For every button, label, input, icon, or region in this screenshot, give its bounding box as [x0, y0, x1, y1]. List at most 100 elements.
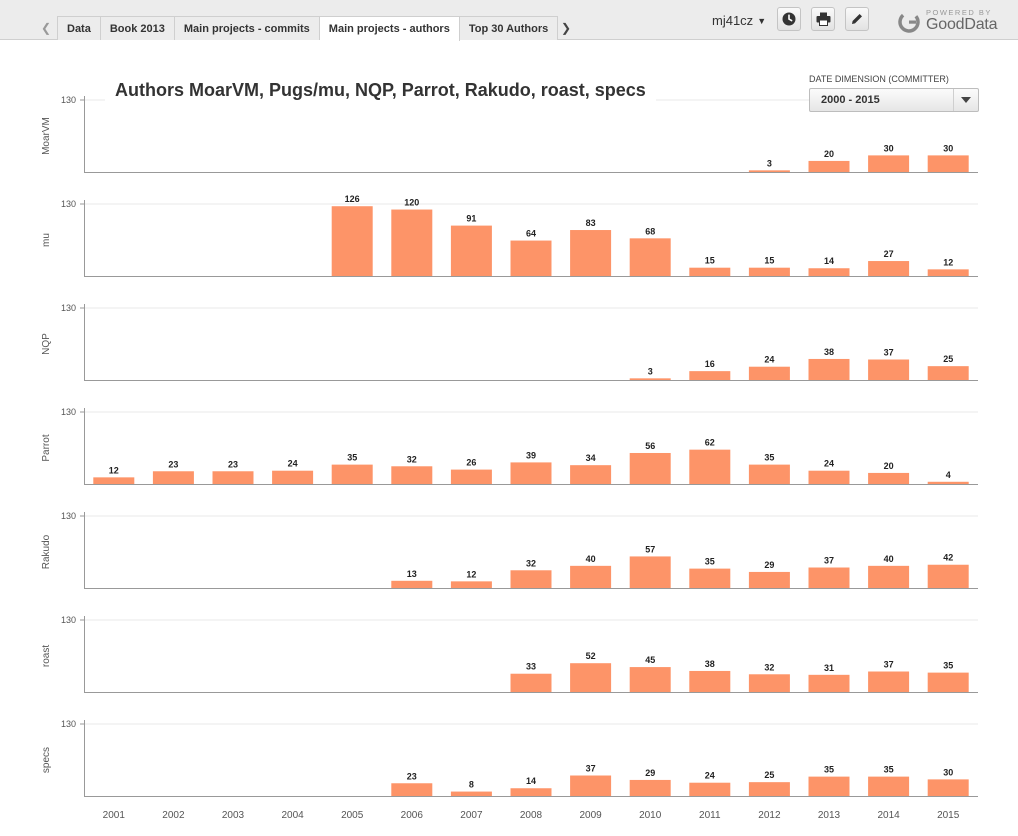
bar-moarvm[interactable]: [927, 155, 969, 172]
tab-main-projects-authors[interactable]: Main projects - authors: [319, 16, 460, 41]
bar-roast[interactable]: [629, 667, 671, 692]
user-menu[interactable]: mj41cz ▼: [712, 10, 766, 32]
data-label: 30: [943, 767, 953, 777]
data-label: 14: [824, 256, 834, 266]
bar-rakudo[interactable]: [391, 580, 433, 588]
data-label: 37: [884, 348, 894, 358]
bar-specs[interactable]: [748, 782, 790, 796]
x-tick-label: 2006: [401, 810, 424, 821]
data-label: 29: [764, 560, 774, 570]
data-label: 40: [884, 554, 894, 564]
bar-parrot[interactable]: [212, 471, 254, 484]
bar-parrot[interactable]: [331, 464, 373, 484]
edit-button[interactable]: [845, 7, 869, 31]
bar-rakudo[interactable]: [927, 564, 969, 588]
bar-parrot[interactable]: [570, 465, 612, 484]
bar-roast[interactable]: [808, 674, 850, 692]
bar-moarvm[interactable]: [748, 170, 790, 172]
bar-parrot[interactable]: [510, 462, 552, 484]
bar-parrot[interactable]: [93, 477, 135, 484]
bar-rakudo[interactable]: [450, 581, 492, 588]
bar-roast[interactable]: [510, 673, 552, 692]
y-tick-label: 130: [61, 719, 76, 729]
data-label: 39: [526, 450, 536, 460]
data-label: 35: [943, 661, 953, 671]
tabs-scroll-left-icon[interactable]: ❮: [40, 21, 52, 35]
data-label: 32: [526, 558, 536, 568]
bar-rakudo[interactable]: [808, 567, 850, 588]
x-tick-label: 2012: [758, 810, 781, 821]
bar-mu[interactable]: [927, 269, 969, 276]
bar-roast[interactable]: [868, 671, 910, 692]
bar-moarvm[interactable]: [808, 160, 850, 172]
date-filter-dropdown[interactable]: 2000 - 2015: [809, 88, 979, 112]
bar-mu[interactable]: [689, 267, 731, 276]
bar-nqp[interactable]: [808, 358, 850, 380]
bar-roast[interactable]: [570, 663, 612, 692]
tab-book-2013[interactable]: Book 2013: [100, 16, 175, 40]
bar-nqp[interactable]: [629, 378, 671, 380]
bar-parrot[interactable]: [689, 449, 731, 484]
data-label: 27: [884, 249, 894, 259]
bar-roast[interactable]: [748, 674, 790, 692]
data-label: 29: [645, 768, 655, 778]
bar-parrot[interactable]: [868, 472, 910, 484]
bar-rakudo[interactable]: [629, 556, 671, 588]
bar-specs[interactable]: [450, 791, 492, 796]
bar-parrot[interactable]: [748, 464, 790, 484]
bar-nqp[interactable]: [748, 366, 790, 380]
tab-main-projects-commits[interactable]: Main projects - commits: [174, 16, 320, 40]
bar-nqp[interactable]: [868, 359, 910, 380]
bar-rakudo[interactable]: [748, 571, 790, 588]
bar-parrot[interactable]: [629, 452, 671, 484]
bar-parrot[interactable]: [450, 469, 492, 484]
bar-specs[interactable]: [808, 776, 850, 796]
bar-roast[interactable]: [927, 672, 969, 692]
bar-rakudo[interactable]: [510, 570, 552, 588]
bar-mu[interactable]: [331, 206, 373, 276]
x-tick-label: 2005: [341, 810, 364, 821]
bar-mu[interactable]: [808, 268, 850, 276]
bar-nqp[interactable]: [689, 371, 731, 380]
tab-data[interactable]: Data: [57, 16, 101, 40]
bar-specs[interactable]: [689, 782, 731, 796]
bar-parrot[interactable]: [808, 470, 850, 484]
bar-mu[interactable]: [391, 209, 433, 276]
bar-parrot[interactable]: [927, 481, 969, 484]
schedule-button[interactable]: [777, 7, 801, 31]
bar-roast[interactable]: [689, 670, 731, 692]
bar-parrot[interactable]: [272, 470, 314, 484]
bar-mu[interactable]: [748, 267, 790, 276]
bar-parrot[interactable]: [391, 466, 433, 484]
bar-parrot[interactable]: [152, 471, 194, 484]
panel-label-moarvm: MoarVM: [41, 117, 52, 155]
bar-rakudo[interactable]: [570, 565, 612, 588]
bar-moarvm[interactable]: [868, 155, 910, 172]
y-tick-label: 130: [61, 511, 76, 521]
data-label: 68: [645, 226, 655, 236]
bar-mu[interactable]: [629, 238, 671, 276]
bar-mu[interactable]: [868, 261, 910, 276]
bar-specs[interactable]: [510, 788, 552, 796]
bar-specs[interactable]: [570, 775, 612, 796]
y-tick-label: 130: [61, 615, 76, 625]
bar-mu[interactable]: [450, 225, 492, 276]
bar-nqp[interactable]: [927, 366, 969, 380]
bar-specs[interactable]: [629, 779, 671, 796]
bar-rakudo[interactable]: [868, 565, 910, 588]
chevron-down-icon: ▼: [757, 16, 767, 26]
bar-mu[interactable]: [570, 230, 612, 276]
tabs-scroll-right-icon[interactable]: ❯: [560, 21, 572, 35]
gooddata-logo-icon: [898, 11, 920, 33]
data-label: 24: [824, 459, 834, 469]
bar-mu[interactable]: [510, 240, 552, 276]
bar-specs[interactable]: [927, 779, 969, 796]
tab-top-30-authors[interactable]: Top 30 Authors: [459, 16, 559, 40]
bar-specs[interactable]: [868, 776, 910, 796]
bar-specs[interactable]: [391, 783, 433, 796]
x-tick-label: 2011: [699, 810, 721, 821]
logo-brand: GoodData: [926, 16, 998, 33]
bar-rakudo[interactable]: [689, 568, 731, 588]
print-button[interactable]: [811, 7, 835, 31]
